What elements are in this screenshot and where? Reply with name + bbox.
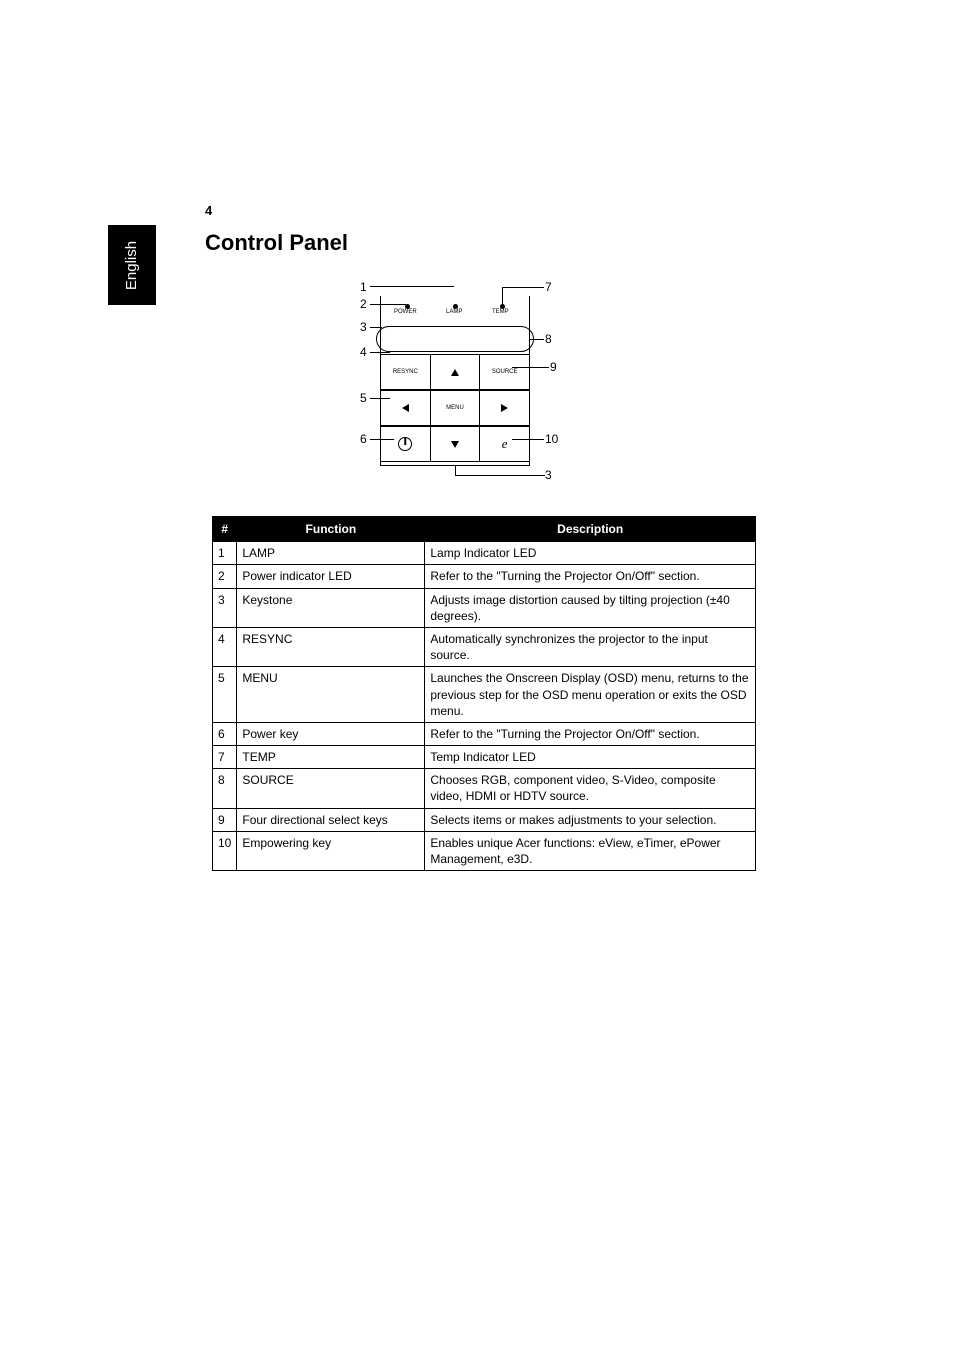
key-power — [381, 426, 431, 462]
cell-function: SOURCE — [237, 769, 425, 808]
key-row-1: RESYNC SOURCE — [381, 354, 529, 390]
cell-description: Refer to the "Turning the Projector On/O… — [425, 565, 756, 588]
key-menu: MENU — [431, 390, 481, 426]
table-row: 4RESYNCAutomatically synchronizes the pr… — [213, 627, 756, 666]
callout-7: 7 — [545, 280, 552, 294]
leader-line — [370, 304, 406, 305]
callout-4: 4 — [360, 345, 367, 359]
page-number: 4 — [205, 203, 212, 218]
cell-num: 2 — [213, 565, 237, 588]
leader-line — [512, 439, 544, 440]
callout-2: 2 — [360, 297, 367, 311]
leader-line — [512, 367, 549, 368]
cell-description: Enables unique Acer functions: eView, eT… — [425, 831, 756, 870]
cell-function: Empowering key — [237, 831, 425, 870]
arrow-up-icon — [451, 369, 459, 376]
cell-function: Keystone — [237, 588, 425, 627]
cell-num: 4 — [213, 627, 237, 666]
leader-line — [530, 339, 544, 340]
table-row: 5MENULaunches the Onscreen Display (OSD)… — [213, 667, 756, 723]
leader-line — [455, 475, 545, 476]
cell-function: Four directional select keys — [237, 808, 425, 831]
page-title: Control Panel — [205, 230, 348, 256]
leader-line — [370, 398, 390, 399]
callout-1: 1 — [360, 280, 367, 294]
key-left — [381, 390, 431, 426]
cell-description: Chooses RGB, component video, S-Video, c… — [425, 769, 756, 808]
control-panel-diagram: POWER LAMP TEMP RESYNC SOURCE MENU e 1 2… — [320, 276, 580, 496]
arrow-down-icon — [451, 441, 459, 448]
key-right — [480, 390, 529, 426]
callout-6: 6 — [360, 432, 367, 446]
callout-10: 10 — [545, 432, 558, 446]
panel-top-curve — [376, 326, 534, 352]
table-row: 9Four directional select keysSelects ite… — [213, 808, 756, 831]
label-temp: TEMP — [492, 309, 509, 315]
table-row: 2Power indicator LEDRefer to the "Turnin… — [213, 565, 756, 588]
language-tab: English — [108, 225, 156, 305]
cell-num: 7 — [213, 746, 237, 769]
callout-8: 8 — [545, 332, 552, 346]
key-empowering: e — [480, 426, 529, 462]
key-down — [431, 426, 481, 462]
cell-function: RESYNC — [237, 627, 425, 666]
cell-num: 1 — [213, 542, 237, 565]
leader-line — [370, 352, 390, 353]
key-row-2: MENU — [381, 390, 529, 426]
key-up — [431, 354, 481, 390]
cell-function: Power indicator LED — [237, 565, 425, 588]
leader-line — [370, 286, 454, 287]
cell-description: Launches the Onscreen Display (OSD) menu… — [425, 667, 756, 723]
table-row: 1LAMPLamp Indicator LED — [213, 542, 756, 565]
table-row: 7TEMPTemp Indicator LED — [213, 746, 756, 769]
cell-description: Adjusts image distortion caused by tilti… — [425, 588, 756, 627]
e-icon: e — [502, 436, 508, 452]
leader-line — [455, 466, 456, 475]
table-row: 8SOURCEChooses RGB, component video, S-V… — [213, 769, 756, 808]
callout-5: 5 — [360, 391, 367, 405]
leader-line — [502, 287, 503, 305]
cell-function: Power key — [237, 722, 425, 745]
cell-function: LAMP — [237, 542, 425, 565]
header-num: # — [213, 517, 237, 542]
cell-description: Temp Indicator LED — [425, 746, 756, 769]
label-lamp: LAMP — [446, 309, 462, 315]
label-power: POWER — [394, 309, 417, 315]
cell-num: 6 — [213, 722, 237, 745]
table-body: 1LAMPLamp Indicator LED2Power indicator … — [213, 542, 756, 871]
cell-description: Selects items or makes adjustments to yo… — [425, 808, 756, 831]
key-resync: RESYNC — [381, 354, 431, 390]
cell-num: 3 — [213, 588, 237, 627]
cell-num: 5 — [213, 667, 237, 723]
cell-description: Refer to the "Turning the Projector On/O… — [425, 722, 756, 745]
arrow-right-icon — [501, 404, 508, 412]
table-row: 3KeystoneAdjusts image distortion caused… — [213, 588, 756, 627]
cell-function: MENU — [237, 667, 425, 723]
key-row-3: e — [381, 426, 529, 462]
callout-9: 9 — [550, 360, 557, 374]
leader-line — [370, 327, 382, 328]
table-row: 6Power keyRefer to the "Turning the Proj… — [213, 722, 756, 745]
cell-num: 10 — [213, 831, 237, 870]
function-table: # Function Description 1LAMPLamp Indicat… — [212, 516, 756, 871]
cell-description: Automatically synchronizes the projector… — [425, 627, 756, 666]
header-description: Description — [425, 517, 756, 542]
key-source: SOURCE — [480, 354, 529, 390]
power-icon — [398, 437, 412, 451]
arrow-left-icon — [402, 404, 409, 412]
cell-num: 8 — [213, 769, 237, 808]
cell-description: Lamp Indicator LED — [425, 542, 756, 565]
cell-function: TEMP — [237, 746, 425, 769]
cell-num: 9 — [213, 808, 237, 831]
language-tab-label: English — [124, 240, 141, 289]
table-header-row: # Function Description — [213, 517, 756, 542]
table-row: 10Empowering keyEnables unique Acer func… — [213, 831, 756, 870]
callout-3: 3 — [360, 320, 367, 334]
leader-line — [370, 439, 394, 440]
callout-3b: 3 — [545, 468, 552, 482]
header-function: Function — [237, 517, 425, 542]
leader-line — [502, 287, 544, 288]
